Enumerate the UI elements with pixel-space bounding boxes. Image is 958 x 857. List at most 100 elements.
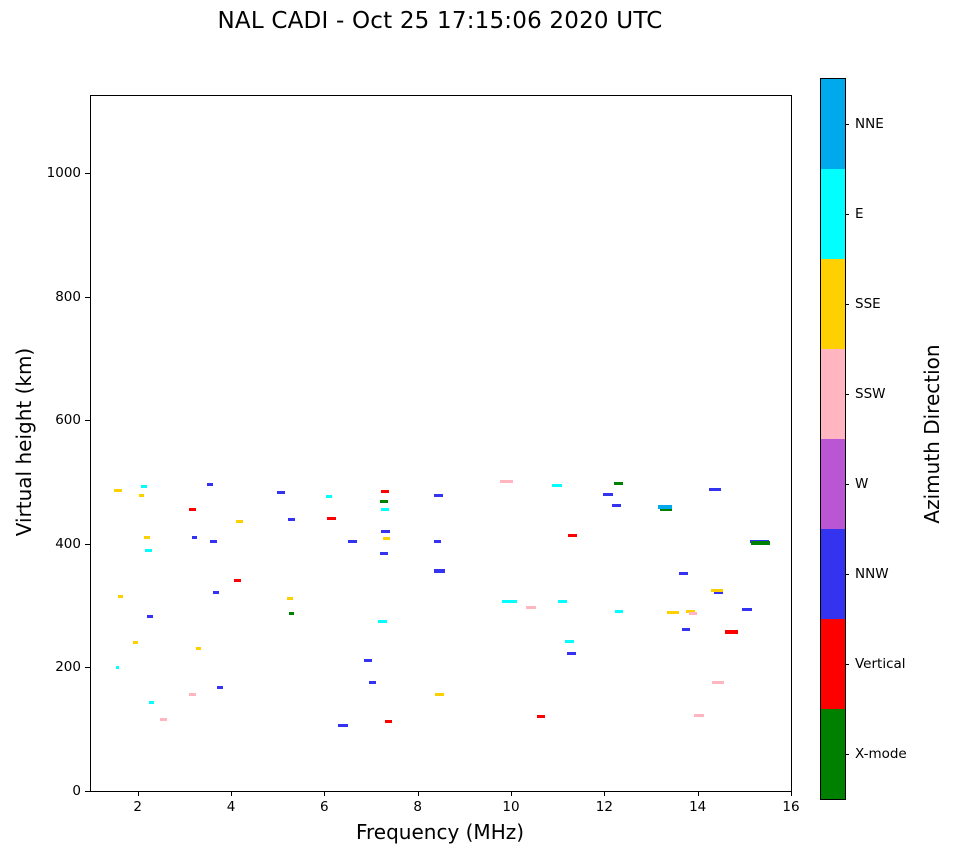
x-axis-tick xyxy=(604,791,606,796)
data-point-nnw xyxy=(348,539,357,543)
data-point-sse xyxy=(144,535,150,539)
data-point-ssw xyxy=(689,611,697,615)
y-axis-tick-label: 800 xyxy=(55,288,81,305)
data-point-nnw xyxy=(147,614,153,618)
data-point-nnw xyxy=(216,685,224,689)
data-point-sse xyxy=(383,537,390,541)
data-point-ssw xyxy=(525,606,537,610)
data-point-nnw xyxy=(566,652,576,656)
data-point-nnw xyxy=(207,483,213,487)
data-point-e xyxy=(615,610,624,614)
data-point-e xyxy=(140,484,148,488)
data-point-e xyxy=(558,600,567,604)
x-axis-tick xyxy=(791,791,792,796)
colorbar-tick xyxy=(845,124,849,125)
data-point-e xyxy=(145,548,152,552)
data-point-sse xyxy=(686,609,696,613)
data-point-e xyxy=(115,665,120,669)
data-point-nnw xyxy=(380,551,388,555)
y-axis-tick xyxy=(85,173,91,175)
colorbar-segment-w xyxy=(821,439,845,529)
x-axis-tick-label: 10 xyxy=(502,799,520,815)
data-point-nnw xyxy=(434,539,441,543)
data-point-e xyxy=(325,495,333,499)
x-axis-tick-label: 12 xyxy=(595,799,613,815)
x-axis-label: Frequency (MHz) xyxy=(355,820,525,844)
data-point-nnw xyxy=(434,569,446,574)
data-point-sse xyxy=(236,519,243,523)
data-point-sse xyxy=(138,493,145,497)
data-point-nnw xyxy=(612,504,621,508)
x-axis-tick xyxy=(324,791,326,796)
data-point-nne xyxy=(657,504,673,509)
colorbar-segment-nnw xyxy=(821,529,845,619)
data-point-nnw xyxy=(742,608,753,612)
colorbar-segment-vert xyxy=(821,619,845,709)
y-axis-tick-label: 200 xyxy=(55,659,81,676)
data-point-xmode xyxy=(750,541,771,546)
colorbar-segment-sse xyxy=(821,259,845,349)
data-point-nnw xyxy=(213,590,219,594)
data-point-nnw xyxy=(369,680,376,684)
data-point-e xyxy=(381,508,389,512)
colorbar: X-mode Vertical NNW W SSW SSE E NNE xyxy=(820,78,907,800)
data-point-xmode xyxy=(614,482,623,486)
colorbar-tick-label: X-mode xyxy=(855,746,907,762)
x-axis-tick-label: 8 xyxy=(413,799,422,815)
y-axis-tick-label: 1000 xyxy=(46,165,81,182)
colorbar-tick-label: E xyxy=(855,206,864,222)
colorbar-segment-nne xyxy=(821,79,845,169)
data-point-nnw xyxy=(681,627,691,631)
plot-area: 2 4 6 8 10 12 14 16 0 200 400 600 800 1000 xyxy=(47,95,800,815)
data-point-ssw xyxy=(499,479,513,483)
colorbar-tick xyxy=(845,214,849,215)
y-axis-tick xyxy=(85,420,91,422)
x-axis-tick xyxy=(137,791,139,796)
data-point-sse xyxy=(195,646,202,650)
x-axis-tick-label: 16 xyxy=(782,799,800,815)
colorbar-tick-label: SSW xyxy=(855,386,886,402)
x-axis-tick-label: 6 xyxy=(320,799,329,815)
data-point-vert xyxy=(567,533,578,537)
data-point-vert xyxy=(380,490,390,494)
data-point-nnw xyxy=(364,658,372,662)
data-point-sse xyxy=(435,692,444,696)
data-point-sse xyxy=(711,588,724,592)
data-point-vert xyxy=(724,630,738,635)
data-point-sse xyxy=(133,641,138,645)
data-point-e xyxy=(378,620,387,624)
colorbar-segment-ssw xyxy=(821,349,845,439)
y-axis-tick xyxy=(85,791,91,792)
data-point-nnw xyxy=(679,572,688,576)
colorbar-tick xyxy=(845,484,849,485)
x-axis-tick-label: 14 xyxy=(689,799,707,815)
data-point-nnw xyxy=(210,539,217,543)
colorbar-segment-e xyxy=(821,169,845,259)
data-point-nnw xyxy=(287,518,296,522)
data-point-ssw xyxy=(712,680,725,684)
y-axis-tick-label: 600 xyxy=(55,412,81,429)
colorbar-segment-xmode xyxy=(821,709,845,799)
data-point-e xyxy=(502,600,518,604)
y-axis-tick xyxy=(85,667,91,669)
colorbar-tick xyxy=(845,394,849,395)
data-point-nnw xyxy=(708,488,721,492)
data-point-xmode xyxy=(659,508,672,511)
data-point-vert xyxy=(536,715,546,719)
x-axis-tick xyxy=(231,791,232,796)
data-point-nnw xyxy=(434,493,443,497)
y-axis-tick xyxy=(85,543,91,545)
y-axis-label: Virtual height (km) xyxy=(12,347,36,537)
data-point-xmode xyxy=(288,612,295,616)
colorbar-tick-label: NNW xyxy=(855,566,889,582)
x-axis-tick xyxy=(417,791,419,796)
data-point-e xyxy=(565,639,574,643)
x-axis-tick xyxy=(697,791,699,796)
colorbar-tick xyxy=(845,664,849,665)
data-point-nnw xyxy=(381,530,390,534)
colorbar-tick-label: W xyxy=(855,476,869,492)
colorbar-tick xyxy=(845,304,849,305)
data-point-sse xyxy=(287,597,294,601)
data-point-nnw xyxy=(338,724,348,727)
